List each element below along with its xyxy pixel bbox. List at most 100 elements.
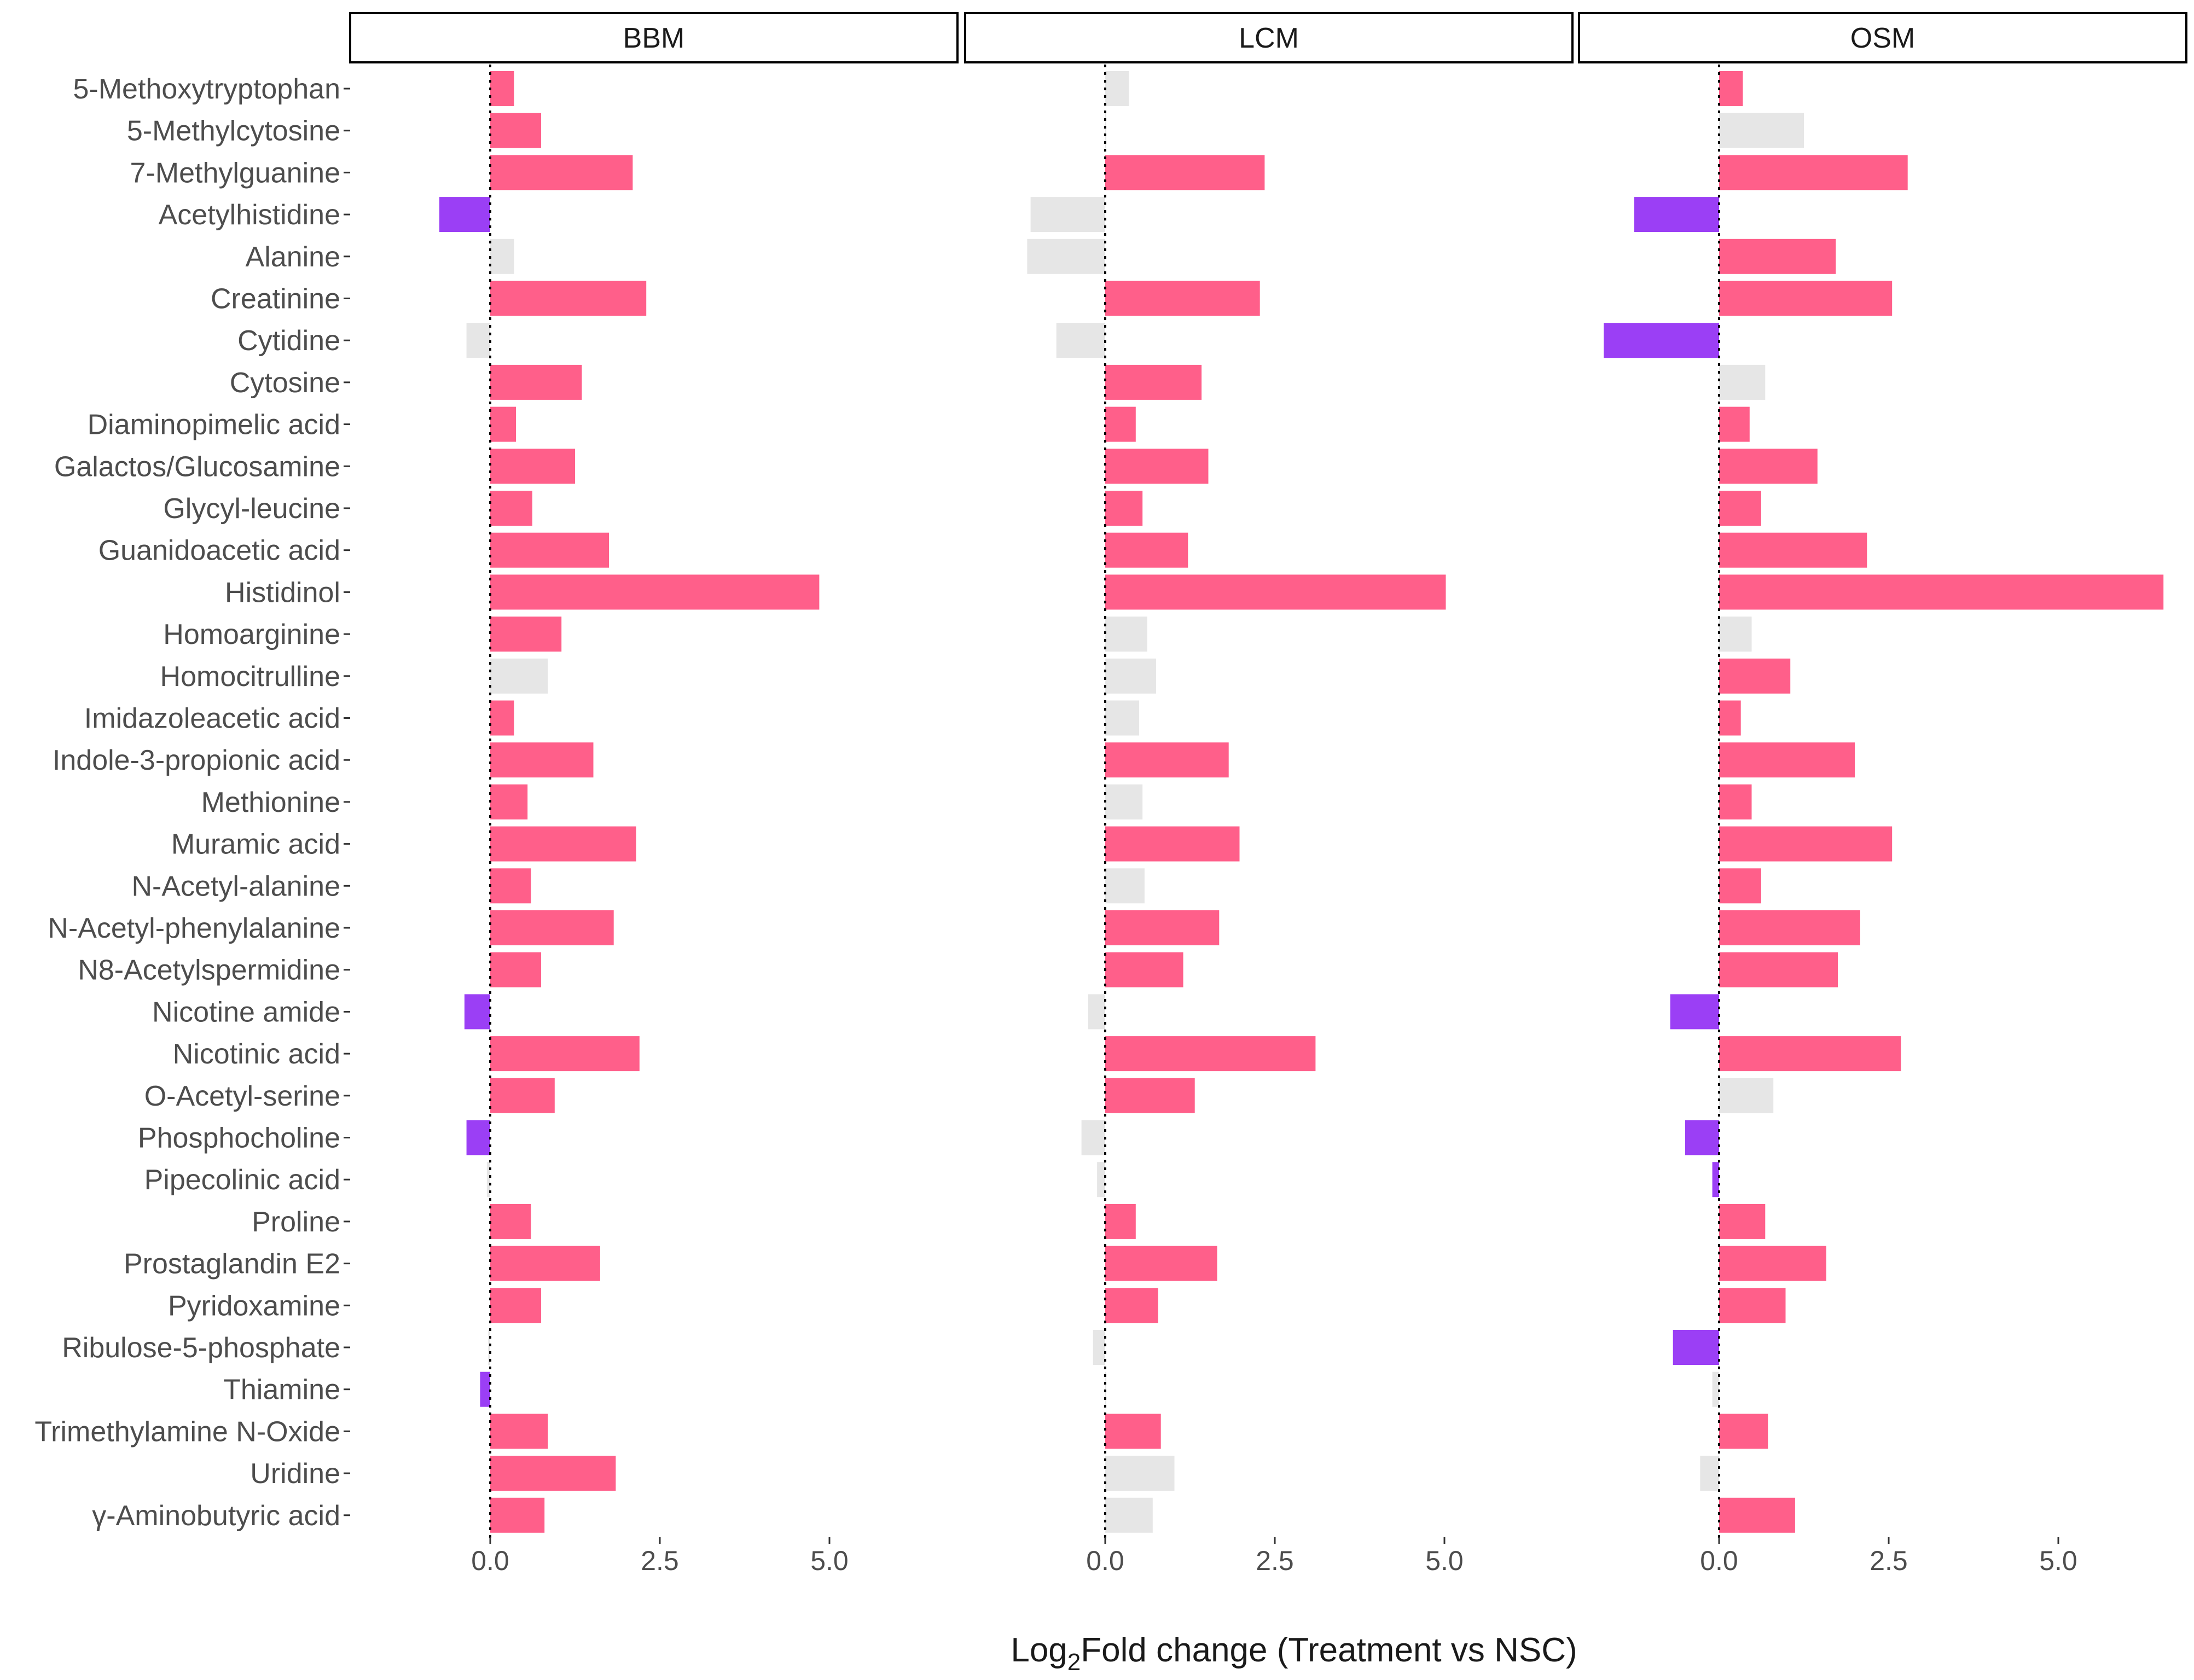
- bar-bbm-galactos-glucosamine: [490, 449, 575, 484]
- y-tick-label-guanidoacetic-acid: Guanidoacetic acid: [98, 535, 340, 567]
- bar-lcm-muramic-acid: [1105, 826, 1240, 862]
- bar-bbm-methionine: [490, 784, 528, 819]
- bar-bbm-prostaglandin-e2: [490, 1246, 600, 1281]
- y-tick-label-acetylhistidine: Acetylhistidine: [159, 199, 340, 231]
- y-tick-label-creatinine: Creatinine: [211, 283, 340, 315]
- bar-lcm-5-methylcytosine: [1105, 113, 1106, 148]
- bar-lcm-guanidoacetic-acid: [1105, 532, 1188, 568]
- bar-lcm-imidazoleacetic-acid: [1105, 700, 1139, 736]
- bar-osm-alanine: [1719, 239, 1836, 274]
- bar-bbm-creatinine: [490, 281, 647, 316]
- bar-osm-ribulose-5-phosphate: [1673, 1330, 1719, 1365]
- bar-lcm-alanine: [1027, 239, 1105, 274]
- bar-bbm-glycyl-leucine: [490, 491, 532, 526]
- bar-osm-pyridoxamine: [1719, 1288, 1786, 1323]
- bar-bbm-5-methylcytosine: [490, 113, 541, 148]
- y-tick-label-prostaglandin-e2: Prostaglandin E2: [124, 1248, 340, 1280]
- bar-osm-n-acetyl-alanine: [1719, 868, 1761, 904]
- bar-lcm-cytosine: [1105, 364, 1202, 400]
- bar-bbm-diaminopimelic-acid: [490, 406, 516, 442]
- y-tick-label-phosphocholine: Phosphocholine: [138, 1123, 340, 1154]
- bar-lcm-creatinine: [1105, 281, 1260, 316]
- facets-layer: BBM 0.0 2.5 5.0 LCM 0.0 2.5 5.0 OSM 0.0 2.5 5.0: [349, 12, 2187, 1576]
- bar-bbm-indole-3-propionic-acid: [490, 742, 594, 778]
- bar-bbm-muramic-acid: [490, 826, 636, 862]
- bar-osm-cytidine: [1604, 323, 1719, 358]
- bar-osm-homoarginine: [1719, 617, 1752, 652]
- x-tick-label: 0.0: [1086, 1545, 1124, 1576]
- bar-bbm-homoarginine: [490, 617, 562, 652]
- bar-bbm-proline: [490, 1204, 531, 1239]
- y-tick-label-muramic-acid: Muramic acid: [171, 829, 340, 861]
- bar-osm-homocitrulline: [1719, 658, 1791, 694]
- bar-bbm-trimethylamine-n-oxide: [490, 1414, 548, 1449]
- facet-osm: OSM 0.0 2.5 5.0: [1578, 12, 2187, 1576]
- y-tick-label-n8-acetylspermidine: N8-Acetylspermidine: [78, 955, 340, 986]
- bar-bbm-n-acetyl-phenylalanine: [490, 910, 614, 945]
- bar-osm-methionine: [1719, 784, 1752, 819]
- facet-strip-label: LCM: [1239, 22, 1299, 54]
- y-tick-label-n-acetyl-alanine: N-Acetyl-alanine: [132, 870, 341, 902]
- y-tick-label-alanine: Alanine: [246, 241, 340, 273]
- y-tick-label-glycyl-leucine: Glycyl-leucine: [163, 493, 340, 525]
- bar-lcm-n-acetyl-alanine: [1105, 868, 1145, 904]
- y-tick-label-cytosine: Cytosine: [230, 367, 340, 399]
- bar-lcm-galactos-glucosamine: [1105, 449, 1209, 484]
- bar-osm-prostaglandin-e2: [1719, 1246, 1826, 1281]
- bar-lcm-aminobutyric-acid: [1105, 1497, 1153, 1533]
- y-tick-label-nicotine-amide: Nicotine amide: [152, 996, 340, 1028]
- y-tick-label-5-methoxytryptophan: 5-Methoxytryptophan: [73, 73, 341, 105]
- y-tick-label-galactos-glucosamine: Galactos/Glucosamine: [54, 451, 340, 483]
- bar-lcm-uridine: [1105, 1456, 1175, 1491]
- bar-bbm-cytosine: [490, 364, 582, 400]
- y-tick-label-5-methylcytosine: 5-Methylcytosine: [127, 115, 340, 147]
- bar-lcm-o-acetyl-serine: [1105, 1078, 1195, 1113]
- bar-bbm-5-methoxytryptophan: [490, 71, 514, 106]
- bar-bbm-7-methylguanine: [490, 155, 633, 190]
- y-tick-label-thiamine: Thiamine: [223, 1374, 340, 1406]
- x-tick-label: 5.0: [810, 1545, 849, 1576]
- facet-strip: [1578, 12, 2187, 63]
- bar-lcm-proline: [1105, 1204, 1136, 1239]
- facet-strip: [964, 12, 1574, 63]
- bar-bbm-thiamine: [480, 1371, 490, 1407]
- x-axis-title-subscript: 2: [1067, 1649, 1081, 1676]
- bar-osm-nicotinic-acid: [1719, 1036, 1901, 1072]
- bar-lcm-ribulose-5-phosphate: [1093, 1330, 1105, 1365]
- y-tick-label-ribulose-5-phosphate: Ribulose-5-phosphate: [62, 1332, 340, 1364]
- x-tick-label: 0.0: [471, 1545, 509, 1576]
- bar-bbm-histidinol: [490, 574, 820, 610]
- y-tick-label-o-acetyl-serine: O-Acetyl-serine: [144, 1080, 340, 1112]
- bar-bbm-ribulose-5-phosphate: [488, 1330, 490, 1365]
- bar-osm-uridine: [1700, 1456, 1719, 1491]
- bar-bbm-alanine: [490, 239, 514, 274]
- y-tick-label-pyridoxamine: Pyridoxamine: [168, 1290, 340, 1322]
- x-axis-title: Log2Fold change (Treatment vs NSC): [1011, 1631, 1577, 1676]
- y-tick-label-n-acetyl-phenylalanine: N-Acetyl-phenylalanine: [48, 912, 340, 944]
- y-tick-label-7-methylguanine: 7-Methylguanine: [130, 157, 340, 189]
- y-axis: 5-Methoxytryptophan 5-Methylcytosine 7-Met…: [34, 73, 350, 1532]
- bar-bbm-n-acetyl-alanine: [490, 868, 531, 904]
- y-tick-label-homocitrulline: Homocitrulline: [160, 661, 340, 693]
- bar-osm-histidinol: [1719, 574, 2164, 610]
- bar-osm-galactos-glucosamine: [1719, 449, 1818, 484]
- bar-osm-trimethylamine-n-oxide: [1719, 1414, 1768, 1449]
- x-tick-label: 5.0: [1425, 1545, 1464, 1576]
- bar-lcm-diaminopimelic-acid: [1105, 406, 1136, 442]
- bar-lcm-thiamine: [1105, 1371, 1106, 1407]
- bar-lcm-5-methoxytryptophan: [1105, 71, 1129, 106]
- y-tick-label-imidazoleacetic-acid: Imidazoleacetic acid: [84, 703, 340, 735]
- x-tick-label: 2.5: [641, 1545, 679, 1576]
- bar-lcm-glycyl-leucine: [1105, 491, 1143, 526]
- x-tick-label: 2.5: [1256, 1545, 1294, 1576]
- bar-osm-phosphocholine: [1685, 1120, 1719, 1155]
- bar-bbm-acetylhistidine: [439, 197, 490, 232]
- bar-bbm-phosphocholine: [466, 1120, 490, 1155]
- bar-osm-glycyl-leucine: [1719, 491, 1761, 526]
- y-tick-label-diaminopimelic-acid: Diaminopimelic acid: [88, 409, 340, 441]
- facet-strip-label: OSM: [1850, 22, 1915, 54]
- bar-osm-o-acetyl-serine: [1719, 1078, 1774, 1113]
- bar-bbm-uridine: [490, 1456, 616, 1491]
- y-tick-label-methionine: Methionine: [201, 787, 340, 818]
